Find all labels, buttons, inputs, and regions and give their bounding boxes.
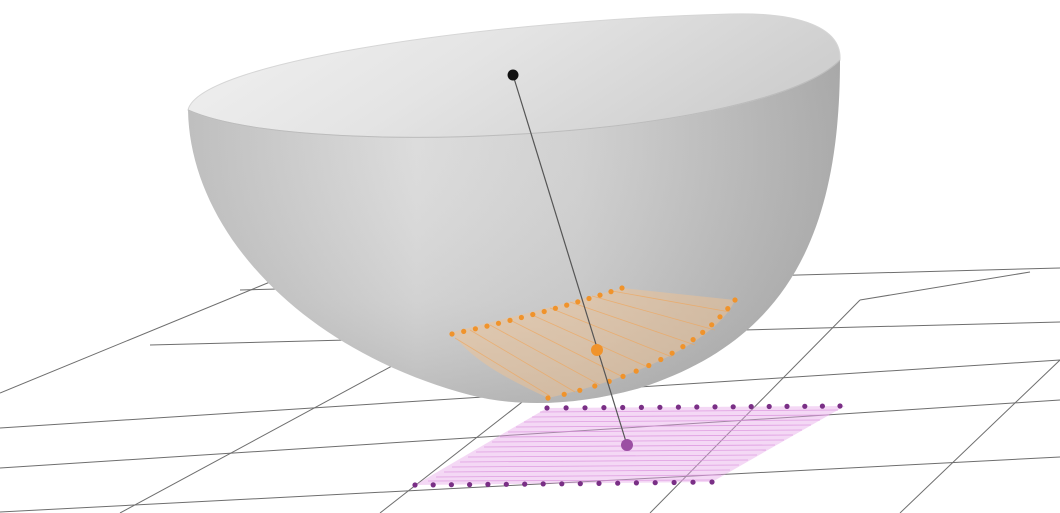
- plane-edge-point: [615, 480, 621, 486]
- foot-point[interactable]: [621, 439, 633, 451]
- curve-edge-point: [472, 326, 478, 332]
- curve-edge-point: [725, 306, 731, 312]
- bowl-shading: [188, 60, 840, 404]
- curve-edge-point: [541, 308, 547, 315]
- plane-edge-point: [657, 404, 663, 410]
- curve-edge-point: [669, 350, 675, 356]
- curve-edge-point: [545, 395, 551, 401]
- plane-edge-point: [819, 403, 826, 409]
- plane-edge-point: [671, 479, 677, 486]
- grid-line: [899, 359, 1060, 513]
- plane-bottom-edge-points: [412, 479, 715, 488]
- curve-edge-point: [586, 295, 592, 302]
- curve-edge-point: [732, 297, 738, 303]
- plane-edge-point: [448, 482, 454, 488]
- curve-edge-point: [575, 299, 581, 305]
- plane-edge-point: [601, 405, 607, 411]
- curve-edge-point: [577, 387, 583, 393]
- plane-edge-point: [540, 481, 546, 487]
- curve-edge-point: [646, 362, 652, 369]
- plane-edge-point: [638, 404, 645, 410]
- curve-edge-point: [484, 323, 490, 329]
- curve-edge-point: [608, 289, 614, 295]
- plane-edge-point: [690, 479, 696, 485]
- curve-top-edge-points: [449, 285, 625, 337]
- plane-edge-point: [633, 480, 640, 486]
- plane-edge-point: [837, 403, 843, 409]
- curve-edge-point: [564, 302, 570, 308]
- curve-edge-point: [597, 292, 603, 298]
- plane-edge-point: [694, 404, 700, 410]
- curve-edge-point: [709, 322, 715, 328]
- curve-patch: [449, 285, 738, 401]
- plane-edge-point: [675, 404, 682, 410]
- plane-edge-point: [485, 481, 491, 487]
- hemisphere-bowl: [187, 13, 841, 404]
- curve-edge-point: [619, 285, 625, 291]
- curve-edge-point: [552, 305, 559, 311]
- plane-edge-point: [802, 403, 808, 409]
- plane-edge-point: [596, 480, 602, 486]
- curve-edge-point: [680, 344, 686, 350]
- plane-edge-point: [563, 405, 569, 411]
- curve-edge-point: [495, 320, 502, 326]
- plane-edge-point: [577, 481, 583, 487]
- plane-edge-point: [784, 403, 790, 409]
- curve-edge-point: [518, 314, 525, 321]
- curve-edge-point: [592, 383, 598, 389]
- projection-line: [512, 74, 628, 446]
- plane-edge-point: [467, 482, 473, 488]
- plane-edge-point: [620, 404, 626, 411]
- curve-edge-point: [561, 391, 567, 397]
- curve-edge-point: [530, 311, 536, 318]
- curve-center-point[interactable]: [591, 344, 603, 356]
- plane-edge-point: [559, 481, 565, 487]
- plane-edge-point: [412, 482, 418, 488]
- curve-edge-point: [449, 331, 455, 337]
- grid-line: [0, 281, 271, 394]
- bowl-rim-edge: [187, 59, 841, 138]
- plane-edge-point: [712, 404, 718, 410]
- plane-edge-point: [748, 404, 754, 410]
- curve-edge-point: [690, 337, 696, 343]
- plane-top-edge-points: [544, 403, 843, 411]
- curve-edge-point: [633, 368, 639, 374]
- curve-edge-point: [620, 373, 626, 379]
- curve-edge-point: [507, 317, 513, 323]
- plane-edge-point: [582, 405, 588, 411]
- curve-edge-point: [658, 356, 664, 363]
- plane-edge-point: [544, 405, 550, 411]
- curve-patch-hatching: [454, 290, 731, 397]
- grid-line: [0, 456, 1060, 513]
- plane-edge-point: [730, 404, 736, 410]
- curve-bottom-edge-points: [545, 297, 738, 401]
- plane-edge-point: [503, 481, 509, 487]
- grid-line: [119, 339, 441, 513]
- center-point[interactable]: [507, 69, 519, 81]
- grid-line: [649, 299, 861, 513]
- grid-line: [0, 399, 1060, 469]
- curve-edge-point: [717, 314, 723, 320]
- curve-edge-point: [461, 328, 467, 334]
- plane-edge-point: [430, 482, 436, 488]
- plane-edge-point: [709, 479, 715, 485]
- plane-edge-point: [766, 403, 772, 410]
- plane-edge-point: [652, 480, 658, 486]
- plane-edge-point: [522, 481, 528, 487]
- grid-line: [859, 271, 1031, 301]
- curve-edge-point: [700, 329, 706, 335]
